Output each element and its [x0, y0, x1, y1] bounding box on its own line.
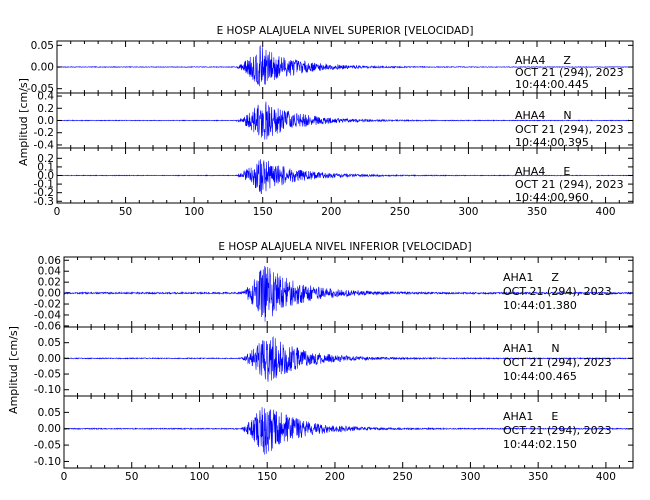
- y-tick-label: -0.06: [34, 320, 61, 332]
- date-label: OCT 21 (294), 2023: [503, 285, 612, 298]
- y-tick-label: 0.05: [38, 337, 61, 349]
- y-tick-label: 0.4: [37, 91, 54, 103]
- y-tick-label: 0.2: [37, 153, 54, 165]
- y-tick-label: 0.00: [31, 62, 54, 74]
- y-tick-label: -0.2: [34, 187, 55, 199]
- x-tick-label: 300: [458, 206, 478, 218]
- x-tick-label: 400: [596, 206, 616, 218]
- station-name: AHA4: [515, 165, 545, 178]
- station-label: AHA1 Z: [503, 271, 559, 284]
- component-name: E: [551, 410, 558, 423]
- y-tick-label: -0.05: [27, 83, 54, 95]
- y-axis-label: Amplitud [cm/s]: [17, 78, 30, 166]
- date-label: OCT 21 (294), 2023: [515, 123, 624, 136]
- waveform-line: [56, 159, 634, 195]
- y-tick-label: 0.00: [38, 423, 61, 435]
- y-tick-label: 0.05: [38, 407, 61, 419]
- x-tick-label: 0: [61, 471, 68, 483]
- y-tick-label: 0.04: [38, 266, 62, 278]
- component-name: N: [551, 342, 559, 355]
- station-name: AHA1: [503, 342, 533, 355]
- trace-panel: 0.05 0.00 -0.05 -0.10 AHA1 N OCT 21 (294), 2…: [34, 326, 634, 397]
- component-name: Z: [551, 271, 559, 284]
- y-tick-label: 0.06: [38, 255, 62, 267]
- station-name: AHA4: [515, 109, 545, 122]
- trace-panel: 0.40.20.0-0.2-0.4 AHA4 N OCT 21 (294), 20…: [34, 91, 634, 151]
- x-tick-label: 200: [325, 471, 345, 483]
- y-tick-label: 0.0: [37, 115, 54, 127]
- waveform-line: [63, 266, 634, 322]
- x-tick-label: 0: [54, 206, 61, 218]
- y-tick-label: 0.2: [37, 103, 54, 115]
- x-tick-label: 350: [527, 206, 547, 218]
- y-tick-label: 0.0: [37, 170, 54, 182]
- x-tick-label: 150: [257, 471, 277, 483]
- y-tick-label: -0.1: [34, 179, 55, 191]
- x-tick-label: 400: [596, 471, 616, 483]
- date-label: OCT 21 (294), 2023: [515, 178, 624, 191]
- waveform-line: [56, 101, 634, 140]
- station-name: AHA1: [503, 410, 533, 423]
- component-name: Z: [563, 54, 571, 67]
- time-label: 10:44:00.960: [515, 191, 589, 204]
- y-tick-label: 0.00: [38, 353, 61, 365]
- trace-panel: 0.05 0.00 -0.05 AHA4 Z OCT 21 (294), 2023 1…: [27, 40, 634, 95]
- time-label: 10:44:00.395: [515, 136, 589, 149]
- date-label: OCT 21 (294), 2023: [503, 356, 612, 369]
- x-tick-label: 50: [125, 471, 138, 483]
- date-label: OCT 21 (294), 2023: [515, 66, 624, 79]
- trace-panel: 0.060.040.020.00-0.02-0.04-0.06 AHA1 Z OC…: [34, 255, 634, 332]
- x-tick-label: 200: [321, 206, 341, 218]
- date-label: OCT 21 (294), 2023: [503, 424, 612, 437]
- y-tick-label: -0.10: [34, 384, 61, 396]
- y-tick-label: 0.05: [31, 40, 54, 52]
- y-tick-label: -0.10: [34, 456, 61, 468]
- y-tick-label: -0.4: [34, 139, 55, 151]
- y-tick-label: 0.1: [37, 161, 54, 173]
- x-tick-label: 100: [184, 206, 204, 218]
- y-tick-label: -0.05: [34, 369, 61, 381]
- y-tick-label: -0.2: [34, 127, 55, 139]
- time-label: 10:44:00.445: [515, 78, 589, 91]
- time-label: 10:44:01.380: [503, 299, 577, 312]
- x-tick-label: 300: [460, 471, 480, 483]
- x-tick-label: 250: [390, 206, 410, 218]
- x-tick-label: 250: [393, 471, 413, 483]
- station-label: AHA1 N: [503, 342, 560, 355]
- time-label: 10:44:02.150: [503, 438, 577, 451]
- x-tick-label: 100: [189, 471, 209, 483]
- y-tick-label: -0.3: [34, 196, 55, 208]
- y-tick-label: 0.02: [38, 277, 61, 289]
- station-label: AHA4 Z: [515, 54, 571, 67]
- group-title: E HOSP ALAJUELA NIVEL SUPERIOR [VELOCIDA…: [217, 25, 474, 37]
- y-tick-label: 0.00: [38, 288, 61, 300]
- waveform-line: [63, 335, 634, 382]
- waveform-line: [63, 407, 634, 455]
- y-tick-label: -0.02: [34, 299, 61, 311]
- x-tick-label: 50: [119, 206, 132, 218]
- station-name: AHA1: [503, 271, 533, 284]
- station-name: AHA4: [515, 54, 545, 67]
- component-name: N: [563, 109, 571, 122]
- trace-panel: 0.20.10.0-0.1-0.2-0.3 AHA4 E OCT 21 (294)…: [34, 147, 634, 218]
- station-label: AHA4 N: [515, 109, 572, 122]
- y-tick-label: -0.04: [34, 309, 61, 321]
- waveform-line: [56, 45, 634, 87]
- x-tick-label: 350: [528, 471, 548, 483]
- station-label: AHA4 E: [515, 165, 570, 178]
- component-name: E: [563, 165, 570, 178]
- y-axis-label: Amplitud [cm/s]: [7, 326, 20, 414]
- group-title: E HOSP ALAJUELA NIVEL INFERIOR [VELOCIDA…: [218, 241, 471, 253]
- time-label: 10:44:00.465: [503, 370, 577, 383]
- trace-panel: 0.05 0.00 -0.05 -0.10 AHA1 E OCT 21 (294), 2…: [34, 395, 634, 483]
- x-tick-label: 150: [253, 206, 273, 218]
- station-label: AHA1 E: [503, 410, 558, 423]
- y-tick-label: -0.05: [34, 440, 61, 452]
